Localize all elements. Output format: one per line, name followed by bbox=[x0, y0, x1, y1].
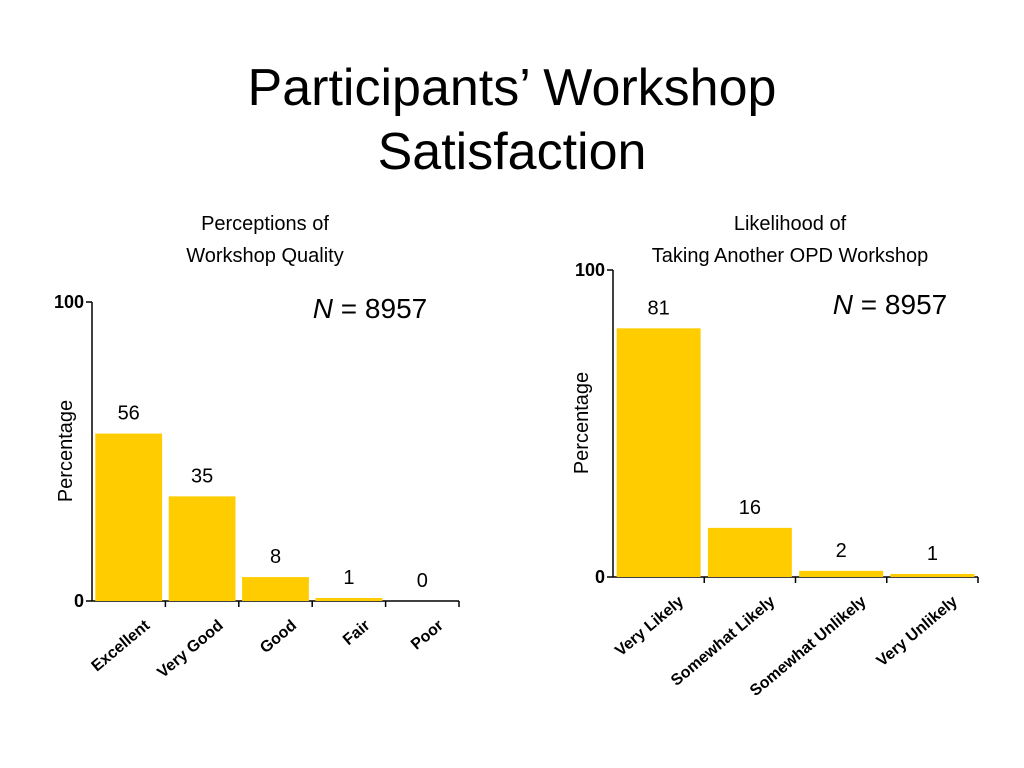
bar-excellent bbox=[95, 433, 163, 601]
slide-title-line-1: Participants’ Workshop bbox=[247, 59, 777, 117]
slide-title-line-2: Satisfaction bbox=[377, 123, 647, 181]
bar-very-good bbox=[168, 496, 236, 601]
y-tick-label: 0 bbox=[595, 567, 605, 587]
category-label: Excellent bbox=[89, 617, 154, 676]
n-label-symbol: N bbox=[313, 293, 334, 324]
y-axis-label: Percentage bbox=[55, 400, 77, 502]
data-label: 1 bbox=[343, 567, 354, 589]
category-label: Poor bbox=[408, 617, 447, 653]
category-label: Good bbox=[257, 617, 300, 657]
chart-likelihood: Likelihood of Taking Another OPD Workshop… bbox=[571, 213, 979, 700]
data-label: 1 bbox=[927, 543, 938, 565]
n-label-value: = 8957 bbox=[853, 289, 947, 320]
data-label: 8 bbox=[270, 546, 281, 568]
n-label-symbol: N bbox=[833, 289, 854, 320]
chart-title-line: Perceptions of bbox=[201, 213, 329, 235]
bar-somewhat-likely bbox=[707, 527, 792, 577]
category-label: Very Unlikely bbox=[874, 593, 961, 670]
bar-fair bbox=[315, 598, 383, 601]
category-label: Very Likely bbox=[612, 593, 687, 660]
slide-title: Participants’ Workshop Satisfaction bbox=[0, 56, 1024, 184]
y-axis-label: Percentage bbox=[571, 372, 593, 474]
data-label: 56 bbox=[118, 403, 140, 425]
category-label: Fair bbox=[340, 617, 373, 649]
n-label: N = 8957 bbox=[833, 289, 947, 320]
data-label: 35 bbox=[191, 465, 213, 487]
chart-title-line: Workshop Quality bbox=[186, 245, 343, 267]
data-label: 16 bbox=[739, 497, 761, 519]
chart-quality: Perceptions of Workshop Quality N = 8957 Pe… bbox=[54, 213, 460, 682]
category-label: Very Good bbox=[154, 617, 226, 681]
y-tick-label: 0 bbox=[74, 591, 84, 611]
n-label: N = 8957 bbox=[313, 293, 427, 324]
data-label: 2 bbox=[836, 540, 847, 562]
bar-good bbox=[242, 577, 309, 601]
chart-title-line: Taking Another OPD Workshop bbox=[652, 245, 928, 267]
bar-very-likely bbox=[616, 328, 701, 577]
bar-somewhat-unlikely bbox=[799, 570, 884, 577]
y-tick-label: 100 bbox=[575, 260, 605, 280]
data-label: 0 bbox=[417, 570, 428, 592]
chart-title-line: Likelihood of bbox=[734, 213, 847, 235]
bar-very-unlikely bbox=[890, 573, 975, 577]
data-label: 81 bbox=[648, 297, 670, 319]
y-tick-label: 100 bbox=[54, 292, 84, 312]
n-label-value: = 8957 bbox=[333, 293, 427, 324]
